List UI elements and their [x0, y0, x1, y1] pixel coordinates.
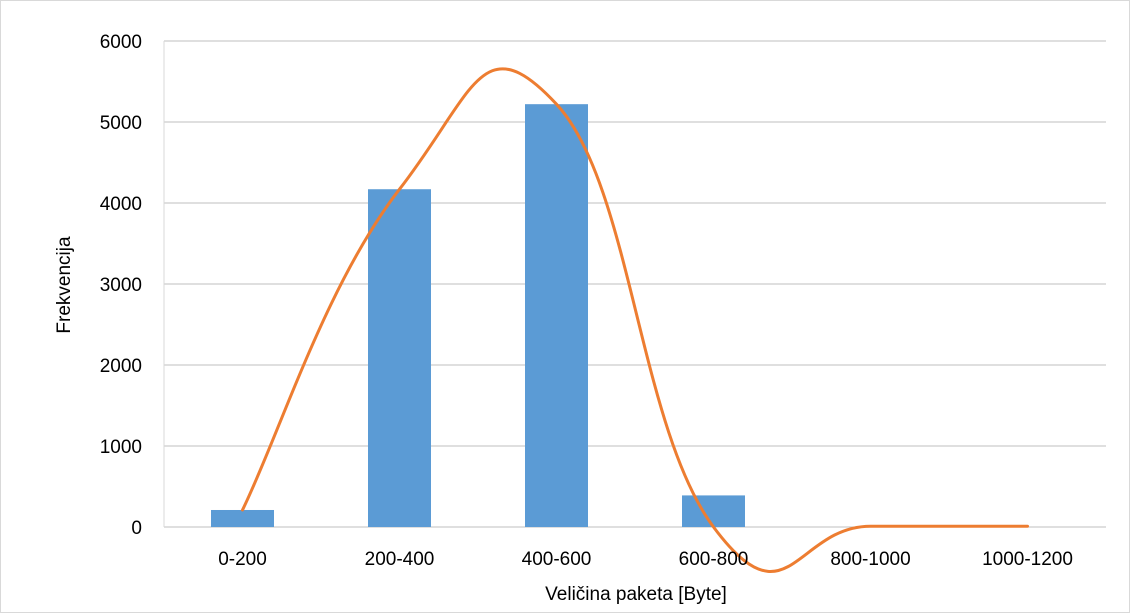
x-tick-label: 1000-1200: [982, 549, 1073, 570]
y-tick-label: 0: [131, 518, 142, 539]
x-tick-label: 600-800: [679, 549, 749, 570]
y-tick-label: 6000: [100, 32, 142, 53]
y-tick-label: 3000: [100, 275, 142, 296]
y-tick-label: 2000: [100, 356, 142, 377]
bar: [368, 189, 431, 528]
gridlines: [163, 40, 1106, 528]
bar: [682, 495, 745, 527]
y-tick-labels: 0 1000 2000 3000 4000 5000 6000: [100, 32, 142, 539]
y-tick-label: 4000: [100, 194, 142, 215]
x-tick-label: 400-600: [522, 549, 592, 570]
y-tick-label: 1000: [100, 437, 142, 458]
x-axis-label: Veličina paketa [Byte]: [545, 584, 727, 605]
bar: [211, 509, 274, 527]
x-tick-labels: 0-200 200-400 400-600 600-800 800-1000 1000-1…: [218, 549, 1073, 570]
bars: [211, 104, 745, 528]
x-tick-label: 200-400: [365, 549, 435, 570]
x-tick-label: 800-1000: [830, 549, 910, 570]
bar: [525, 104, 588, 528]
series-line: [241, 67, 1029, 573]
trend-curve: [241, 67, 1029, 573]
x-tick-label: 0-200: [218, 549, 267, 570]
y-axis-label: Frekvencija: [54, 236, 75, 334]
y-tick-label: 5000: [100, 113, 142, 134]
